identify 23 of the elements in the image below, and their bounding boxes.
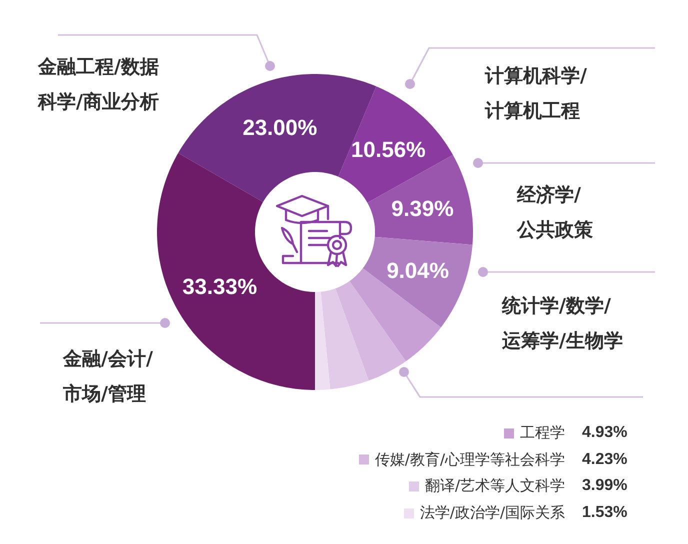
data-label: 1.53%: [582, 504, 628, 522]
slice-label: 经济学/公共政策: [517, 183, 593, 243]
data-label: 3.99%: [582, 477, 628, 496]
donut-slice: [315, 292, 330, 390]
donut-slice: [157, 153, 315, 390]
data-label: 9.04%: [386, 258, 449, 284]
legend-label: 工程学: [520, 424, 565, 442]
legend-label: 翻译/艺术等人文科学: [424, 476, 565, 496]
slice-label: 统计学/数学/运筹学/生物学: [502, 294, 623, 354]
donut-slice: [362, 236, 472, 328]
data-label: 23.00%: [242, 114, 318, 141]
donut-slice: [335, 281, 406, 381]
data-label: 10.56%: [351, 136, 426, 163]
legend-label: 传媒/教育/心理学等社会科学: [374, 450, 565, 470]
donut-slice: [320, 288, 369, 390]
data-label: 4.93%: [582, 424, 628, 442]
data-label: 4.23%: [582, 450, 628, 469]
slice-label: 金融/会计/市场/管理: [63, 347, 153, 407]
slice-label: 计算机科学/计算机工程: [485, 64, 587, 124]
legend-label: 法学/政治学/国际关系: [420, 504, 565, 523]
data-label: 33.33%: [182, 274, 258, 300]
data-label: 9.39%: [391, 196, 454, 222]
slice-label: 金融工程/数据科学/商业分析: [38, 55, 159, 115]
